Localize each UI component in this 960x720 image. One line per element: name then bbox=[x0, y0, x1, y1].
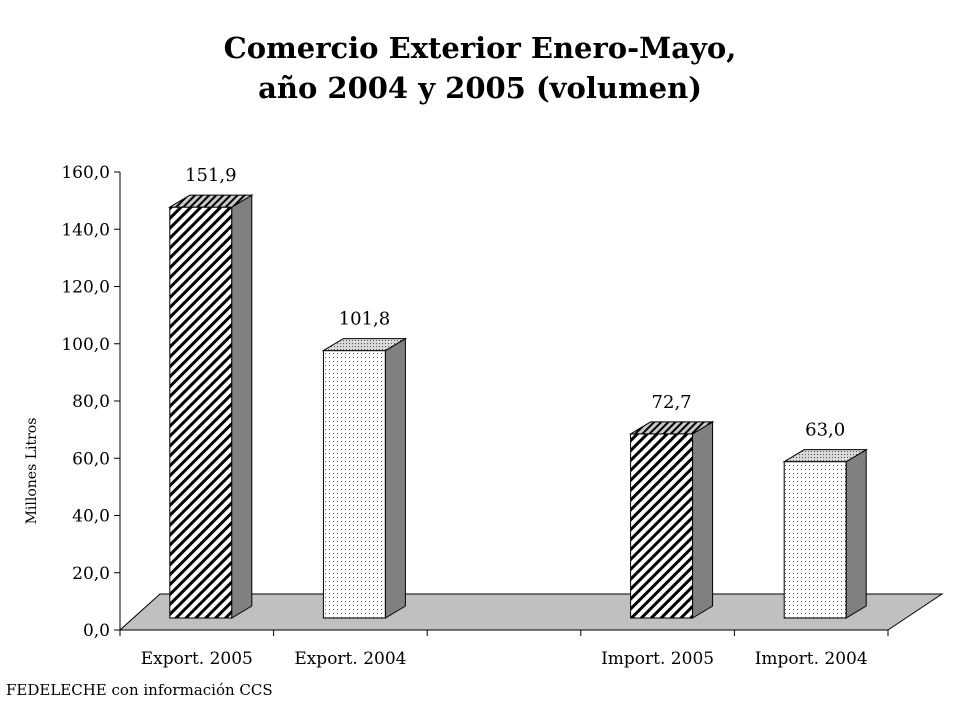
bar-top bbox=[628, 421, 715, 435]
y-tick-label: 80,0 bbox=[72, 392, 110, 412]
bar-side bbox=[384, 337, 406, 619]
y-axis-title: Millones Litros bbox=[24, 418, 40, 525]
y-tick-label: 100,0 bbox=[61, 335, 110, 355]
bar-front bbox=[783, 461, 847, 619]
bar-import-2005 bbox=[628, 421, 715, 619]
bar-top bbox=[167, 194, 254, 208]
x-tick-label: Export. 2004 bbox=[294, 649, 406, 669]
y-tick-label: 60,0 bbox=[72, 449, 110, 469]
source-note: FEDELECHE con información CCS bbox=[6, 681, 273, 699]
bar-side bbox=[845, 448, 867, 619]
bar-export-2005 bbox=[167, 194, 254, 619]
x-tick-label: Import. 2004 bbox=[755, 649, 868, 669]
bar-value-label: 151,9 bbox=[185, 165, 237, 186]
y-tick-label: 120,0 bbox=[61, 278, 110, 298]
chart-title: Comercio Exterior Enero-Mayo, año 2004 y… bbox=[0, 28, 960, 108]
bar-front bbox=[630, 433, 694, 619]
bar-value-label: 63,0 bbox=[805, 420, 845, 441]
y-tick-label: 140,0 bbox=[61, 220, 110, 240]
bar-value-label: 72,7 bbox=[652, 392, 692, 413]
chart-title-line-2: año 2004 y 2005 (volumen) bbox=[258, 71, 702, 105]
y-tick-label: 160,0 bbox=[61, 163, 110, 183]
y-tick-label: 0,0 bbox=[83, 621, 110, 641]
bar-export-2004 bbox=[321, 337, 408, 619]
bar-front bbox=[322, 350, 386, 619]
bar-side bbox=[692, 421, 714, 619]
y-tick-label: 40,0 bbox=[72, 507, 110, 527]
x-tick-label: Export. 2005 bbox=[141, 649, 253, 669]
bar-value-label: 101,8 bbox=[339, 309, 391, 330]
chart-title-line-1: Comercio Exterior Enero-Mayo, bbox=[223, 31, 737, 65]
x-tick-label: Import. 2005 bbox=[601, 649, 714, 669]
bar-import-2004 bbox=[782, 448, 869, 619]
bar-front bbox=[169, 206, 233, 619]
bar-side bbox=[231, 194, 253, 619]
y-tick-label: 20,0 bbox=[72, 564, 110, 584]
bar-top bbox=[782, 449, 869, 463]
bar-top bbox=[321, 338, 408, 352]
